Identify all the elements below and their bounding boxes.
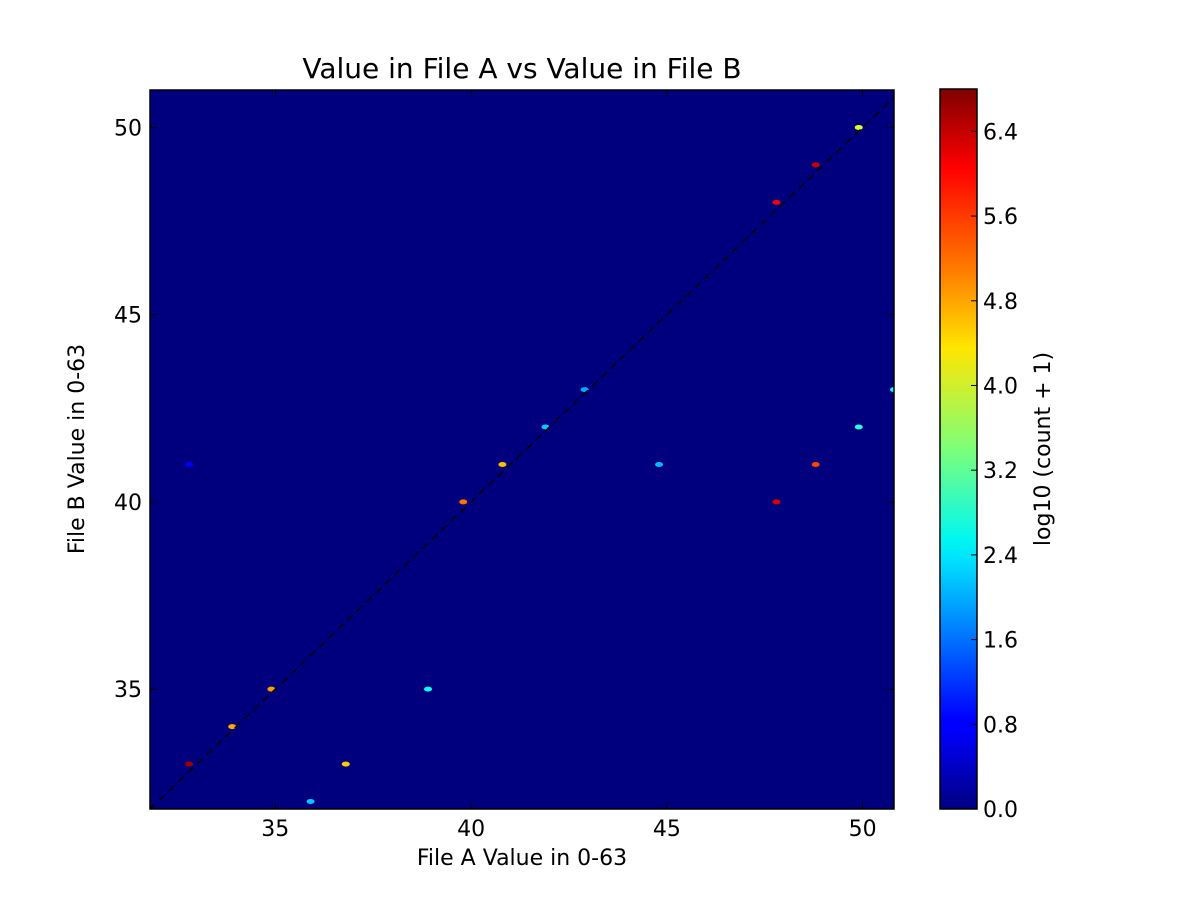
colorbar-tick-label: 5.6 — [983, 205, 1018, 230]
heatmap-cell — [185, 461, 194, 467]
plot-area — [150, 90, 894, 809]
x-tick-label: 40 — [457, 817, 485, 842]
colorbar-tick-label: 3.2 — [983, 459, 1018, 484]
colorbar-tick-label: 0.0 — [983, 798, 1018, 823]
heatmap-cell — [306, 799, 315, 805]
colorbar-tick-label: 0.8 — [983, 713, 1018, 738]
heatmap-cell — [854, 424, 863, 430]
y-tick-label: 45 — [114, 304, 142, 329]
colorbar-tick-label: 6.4 — [983, 120, 1018, 145]
y-tick-label: 50 — [114, 116, 142, 141]
heatmap-cell — [890, 387, 894, 393]
x-axis: 35 40 45 50 — [261, 90, 877, 842]
colorbar-tick-label: 4.0 — [983, 374, 1018, 399]
colorbar-ticks: 0.0 0.8 1.6 2.4 3.2 4.0 4.8 5.6 6.4 — [971, 120, 1018, 823]
x-tick-label: 50 — [849, 817, 877, 842]
heatmap-cell — [228, 724, 237, 730]
y-tick-label: 40 — [114, 491, 142, 516]
heatmap-cell — [341, 761, 350, 767]
colorbar-tick-label: 2.4 — [983, 544, 1018, 569]
heatmap-cell — [498, 461, 507, 467]
heatmap-cell — [424, 686, 433, 692]
heatmap-cell — [772, 199, 781, 205]
heatmap-cell — [655, 461, 664, 467]
heatmap-cell — [459, 499, 468, 505]
y-tick-label: 35 — [114, 678, 142, 703]
heatmap-cell — [811, 162, 820, 168]
colorbar-tick-label: 4.8 — [983, 290, 1018, 315]
plot-frame — [149, 89, 895, 810]
heatmap-cell — [772, 499, 781, 505]
x-tick-label: 35 — [261, 817, 289, 842]
chart-title: Value in File A vs Value in File B — [302, 52, 741, 85]
colorbar — [939, 88, 978, 810]
colorbar-tick-label: 1.6 — [983, 629, 1018, 654]
colorbar-label: log10 (count + 1) — [1031, 352, 1056, 546]
y-axis-label: File B Value in 0-63 — [65, 344, 90, 554]
heatmap-cell — [811, 461, 820, 467]
diagonal-reference-line — [150, 96, 894, 809]
y-axis: 35 40 45 50 — [114, 116, 894, 703]
heatmap-cells — [185, 124, 894, 805]
heatmap-cell — [854, 124, 863, 130]
heatmap-cell — [185, 761, 194, 767]
x-tick-label: 45 — [653, 817, 681, 842]
x-axis-label: File A Value in 0-63 — [417, 846, 627, 871]
